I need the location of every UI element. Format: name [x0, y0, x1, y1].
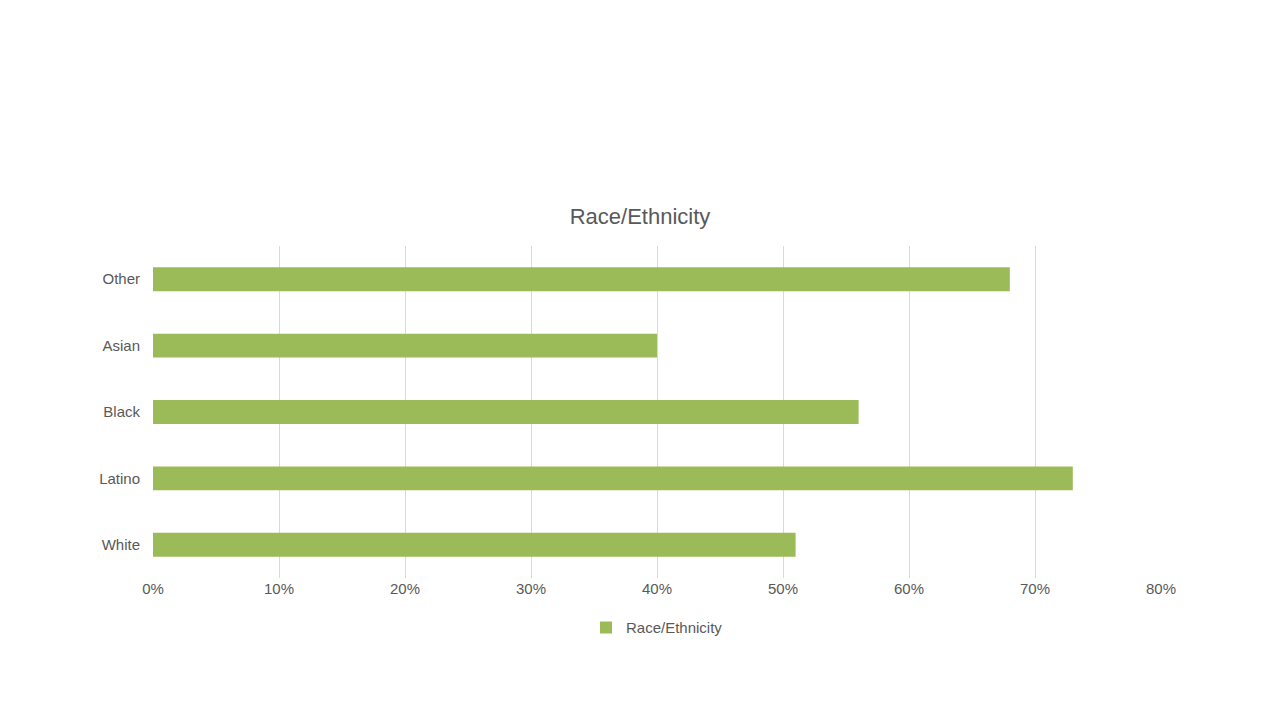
svg-text:50%: 50%	[768, 580, 798, 597]
svg-text:70%: 70%	[1020, 580, 1050, 597]
svg-text:60%: 60%	[894, 580, 924, 597]
svg-text:Race/Ethnicity: Race/Ethnicity	[626, 619, 722, 636]
svg-text:80%: 80%	[1146, 580, 1176, 597]
svg-text:20%: 20%	[390, 580, 420, 597]
svg-text:40%: 40%	[642, 580, 672, 597]
svg-text:30%: 30%	[516, 580, 546, 597]
svg-text:Latino: Latino	[99, 470, 140, 487]
svg-text:10%: 10%	[264, 580, 294, 597]
svg-text:Black: Black	[103, 403, 140, 420]
svg-text:0%: 0%	[142, 580, 164, 597]
svg-text:White: White	[102, 536, 140, 553]
svg-text:Asian: Asian	[102, 337, 140, 354]
svg-text:Other: Other	[102, 270, 140, 287]
svg-text:Race/Ethnicity: Race/Ethnicity	[570, 204, 711, 229]
